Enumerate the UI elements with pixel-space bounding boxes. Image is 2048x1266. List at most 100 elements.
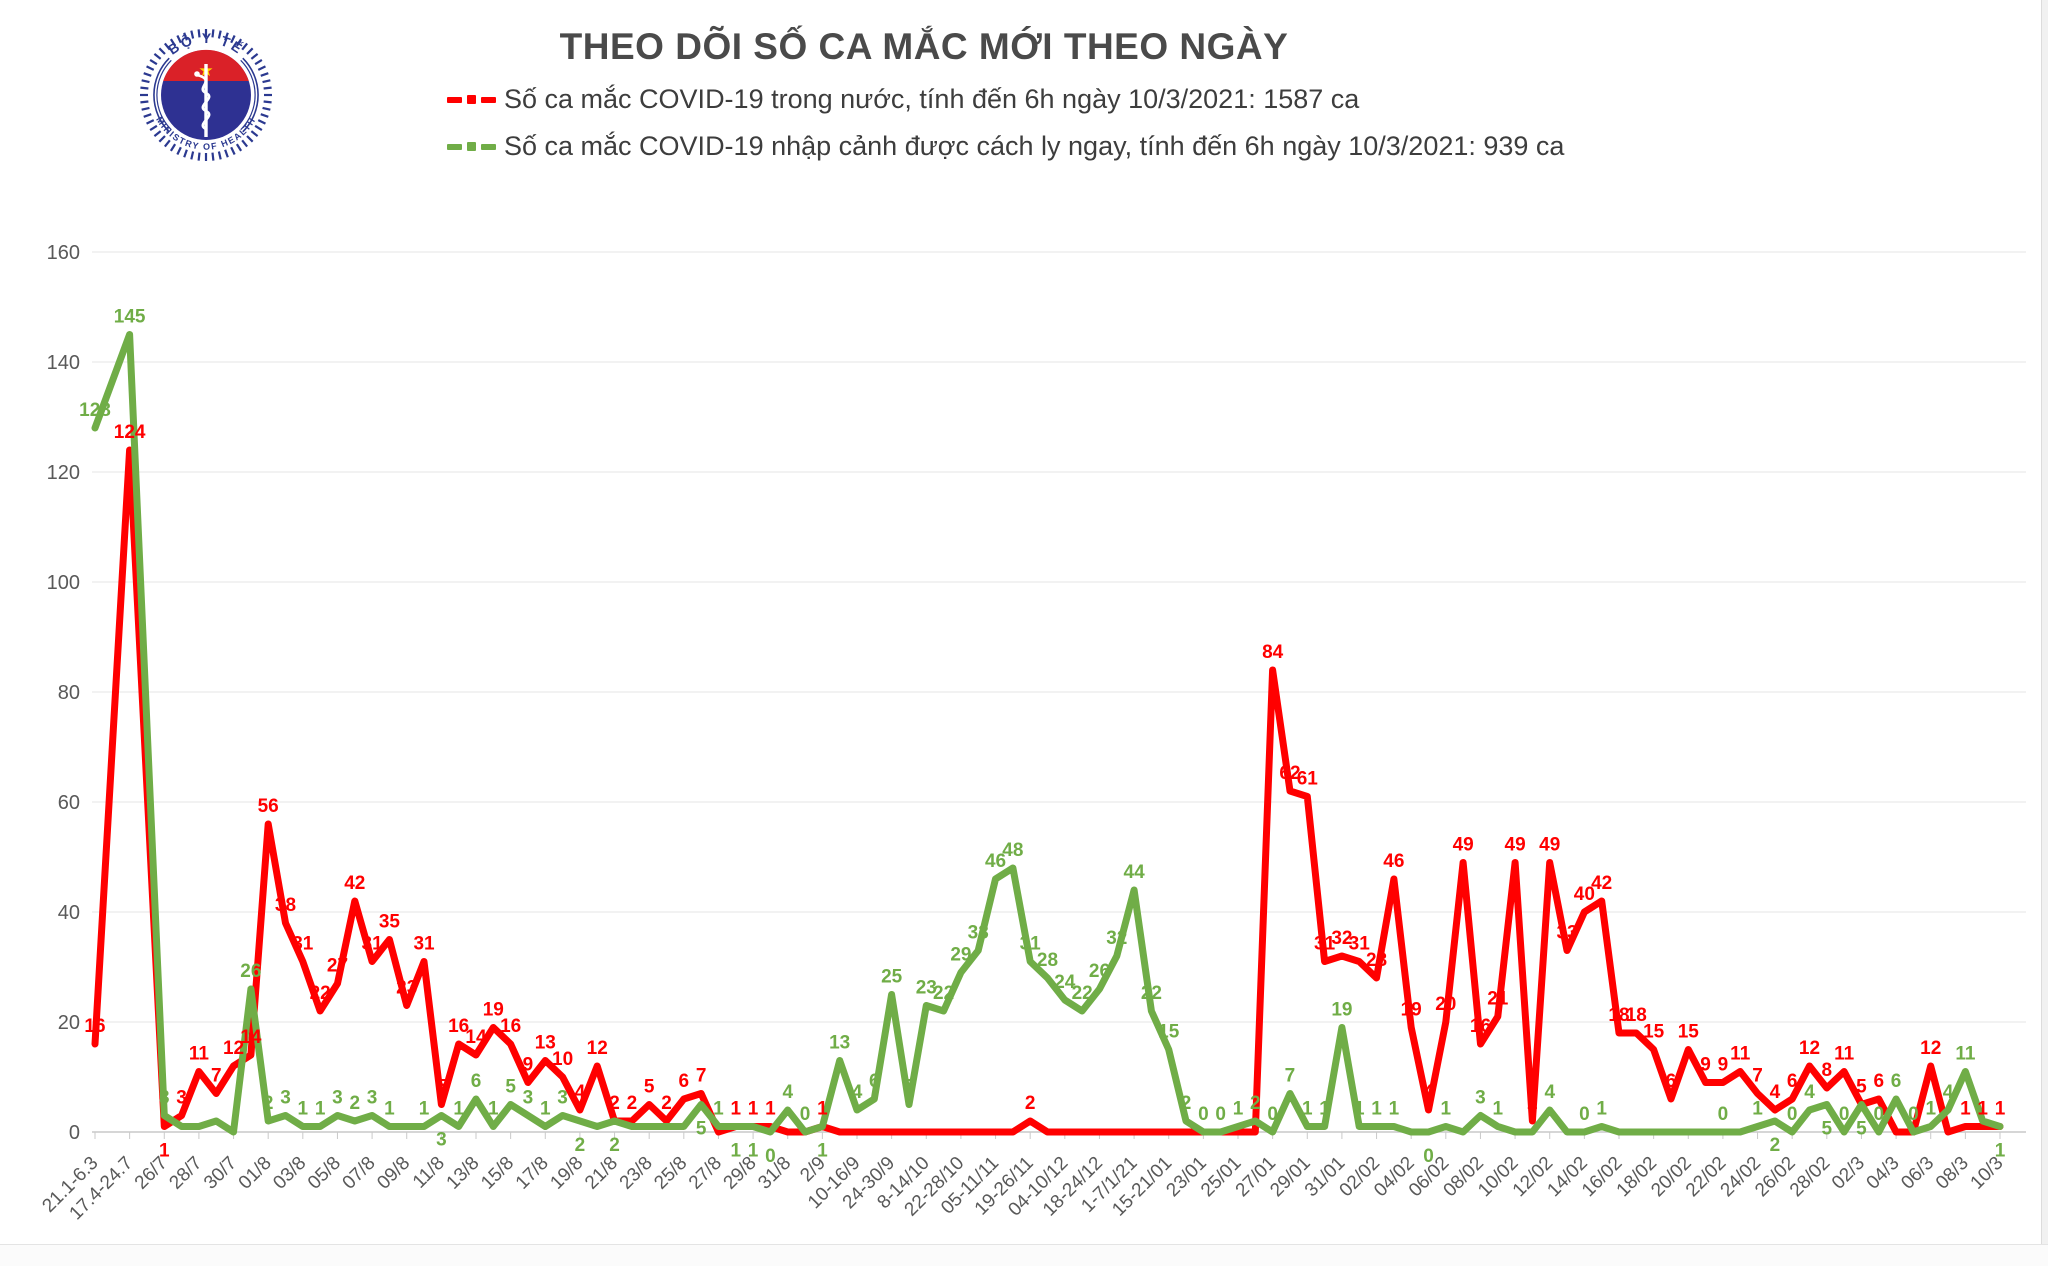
- svg-text:14: 14: [465, 1027, 487, 1048]
- svg-text:03/8: 03/8: [269, 1153, 310, 1194]
- svg-text:7: 7: [1285, 1066, 1296, 1087]
- svg-text:49: 49: [1453, 835, 1474, 856]
- svg-text:28: 28: [1366, 950, 1387, 971]
- svg-text:0: 0: [1908, 1104, 1919, 1125]
- svg-text:3: 3: [176, 1088, 187, 1109]
- svg-text:31: 31: [1020, 934, 1042, 955]
- svg-text:1: 1: [159, 1141, 170, 1162]
- svg-text:1: 1: [1752, 1099, 1763, 1120]
- svg-text:19: 19: [1401, 1000, 1422, 1021]
- svg-text:80: 80: [58, 682, 80, 704]
- svg-text:2: 2: [349, 1093, 360, 1114]
- ministry-of-health-logo: ★ BỘ Y TẾ MINISTRY OF HEALTH: [133, 20, 279, 170]
- svg-text:42: 42: [1591, 873, 1612, 894]
- svg-text:1: 1: [748, 1099, 759, 1120]
- svg-text:4: 4: [852, 1082, 863, 1103]
- svg-text:1: 1: [1995, 1141, 2006, 1162]
- svg-text:145: 145: [114, 307, 146, 328]
- svg-text:3: 3: [159, 1088, 170, 1109]
- svg-text:9: 9: [523, 1055, 534, 1076]
- svg-text:2: 2: [609, 1093, 620, 1114]
- svg-text:35: 35: [379, 912, 401, 933]
- svg-text:56: 56: [258, 796, 279, 817]
- svg-text:1: 1: [384, 1099, 395, 1120]
- svg-text:0: 0: [1579, 1104, 1590, 1125]
- svg-text:0: 0: [1267, 1104, 1278, 1125]
- svg-text:46: 46: [985, 851, 1006, 872]
- svg-text:1: 1: [1302, 1099, 1313, 1120]
- svg-text:25/8: 25/8: [650, 1153, 691, 1194]
- svg-text:1: 1: [419, 1099, 430, 1120]
- svg-text:84: 84: [1262, 642, 1284, 663]
- svg-text:42: 42: [344, 873, 365, 894]
- svg-text:16: 16: [448, 1016, 469, 1037]
- svg-text:10: 10: [552, 1049, 573, 1070]
- svg-text:6: 6: [679, 1071, 690, 1092]
- svg-text:5: 5: [505, 1077, 516, 1098]
- svg-text:1: 1: [748, 1141, 759, 1162]
- svg-text:1: 1: [1233, 1099, 1244, 1120]
- svg-text:3: 3: [280, 1088, 291, 1109]
- svg-text:1: 1: [1995, 1099, 2006, 1120]
- svg-text:15/8: 15/8: [477, 1153, 518, 1194]
- svg-text:100: 100: [47, 572, 80, 594]
- svg-text:40: 40: [58, 902, 80, 924]
- svg-text:4: 4: [575, 1082, 586, 1103]
- svg-text:16: 16: [500, 1016, 521, 1037]
- svg-text:18: 18: [1626, 1005, 1647, 1026]
- svg-text:12: 12: [1799, 1038, 1820, 1059]
- svg-text:30/7: 30/7: [200, 1153, 241, 1194]
- svg-text:7: 7: [696, 1066, 707, 1087]
- svg-text:20: 20: [1435, 994, 1456, 1015]
- svg-text:1: 1: [730, 1141, 741, 1162]
- svg-text:13: 13: [535, 1033, 556, 1054]
- legend-label-imported: Số ca mắc COVID-19 nhập cảnh được cách l…: [504, 131, 1565, 161]
- svg-text:1: 1: [488, 1099, 499, 1120]
- svg-text:3: 3: [436, 1130, 447, 1151]
- svg-text:2: 2: [1250, 1093, 1261, 1114]
- line-chart-canvas: 02040608010012014016021.1-6.317.4-24.726…: [38, 242, 2026, 1224]
- svg-text:6: 6: [1891, 1071, 1902, 1092]
- svg-text:4: 4: [1544, 1082, 1555, 1103]
- svg-text:3: 3: [557, 1088, 568, 1109]
- svg-text:0: 0: [1198, 1104, 1209, 1125]
- svg-text:9: 9: [1700, 1055, 1711, 1076]
- svg-text:12: 12: [223, 1038, 244, 1059]
- svg-text:1: 1: [540, 1099, 551, 1120]
- legend-item-domestic: Số ca mắc COVID-19 trong nước, tính đến …: [447, 76, 1564, 123]
- svg-text:28/02: 28/02: [1786, 1153, 1834, 1201]
- svg-text:2: 2: [1025, 1093, 1036, 1114]
- svg-text:0: 0: [800, 1104, 811, 1125]
- svg-text:4: 4: [1804, 1082, 1815, 1103]
- svg-text:5: 5: [1856, 1077, 1867, 1098]
- svg-text:124: 124: [114, 422, 146, 443]
- svg-text:11/8: 11/8: [409, 1153, 449, 1193]
- svg-text:0: 0: [1215, 1104, 1226, 1125]
- svg-text:5: 5: [644, 1077, 655, 1098]
- svg-text:13/8: 13/8: [443, 1153, 484, 1194]
- svg-text:26: 26: [1089, 961, 1110, 982]
- svg-text:16: 16: [84, 1016, 105, 1037]
- svg-text:5: 5: [696, 1119, 707, 1140]
- svg-text:1: 1: [1319, 1099, 1330, 1120]
- svg-text:6: 6: [1787, 1071, 1798, 1092]
- svg-text:25: 25: [881, 967, 903, 988]
- svg-text:31: 31: [413, 934, 435, 955]
- svg-text:5: 5: [1822, 1119, 1833, 1140]
- svg-text:7: 7: [211, 1066, 222, 1087]
- red-line-marker-icon: [447, 95, 496, 104]
- svg-text:1: 1: [453, 1099, 464, 1120]
- svg-text:18: 18: [1608, 1005, 1629, 1026]
- svg-text:13: 13: [829, 1033, 850, 1054]
- svg-text:1: 1: [1441, 1099, 1452, 1120]
- svg-text:31: 31: [292, 934, 314, 955]
- svg-text:2: 2: [1770, 1135, 1781, 1156]
- svg-text:14: 14: [240, 1027, 262, 1048]
- svg-text:2: 2: [609, 1135, 620, 1156]
- svg-text:21/8: 21/8: [581, 1153, 622, 1194]
- svg-text:4: 4: [782, 1082, 793, 1103]
- svg-text:1: 1: [1354, 1099, 1365, 1120]
- svg-text:0: 0: [1718, 1104, 1729, 1125]
- svg-text:1: 1: [1371, 1099, 1382, 1120]
